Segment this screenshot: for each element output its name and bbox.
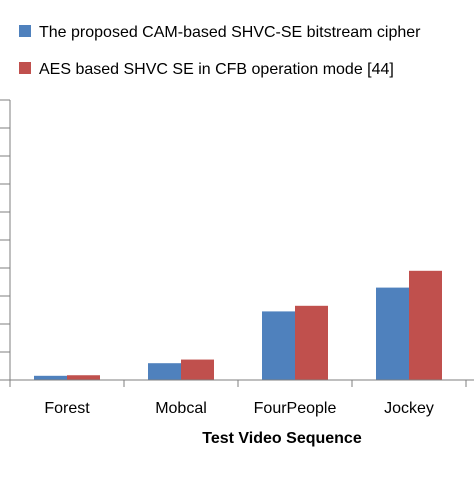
legend-label-aes: AES based SHVC SE in CFB operation mode … — [39, 61, 394, 78]
x-tick-label: Mobcal — [155, 400, 207, 417]
bar-proposed-forest — [34, 375, 67, 380]
bar-aes-jockey — [409, 270, 442, 380]
bar-proposed-jockey — [376, 287, 409, 380]
bars — [34, 270, 442, 380]
legend-label-proposed: The proposed CAM-based SHVC-SE bitstream… — [39, 24, 421, 41]
bar-proposed-mobcal — [148, 363, 181, 380]
legend-swatch-aes — [19, 62, 31, 74]
bar-aes-mobcal — [181, 359, 214, 380]
legend-swatch-proposed — [19, 25, 31, 37]
x-axis: ForestMobcalFourPeopleJockeyI — [9, 379, 474, 417]
x-tick-label: Forest — [44, 400, 90, 417]
y-axis — [0, 99, 11, 381]
bar-aes-fourpeople — [295, 305, 328, 380]
legend: The proposed CAM-based SHVC-SE bitstream… — [19, 24, 421, 78]
x-axis-title: Test Video Sequence — [202, 430, 362, 447]
x-tick-label: Jockey — [384, 400, 434, 417]
bar-proposed-fourpeople — [262, 311, 295, 380]
x-tick-label: FourPeople — [254, 400, 337, 417]
bar-aes-forest — [67, 375, 100, 380]
